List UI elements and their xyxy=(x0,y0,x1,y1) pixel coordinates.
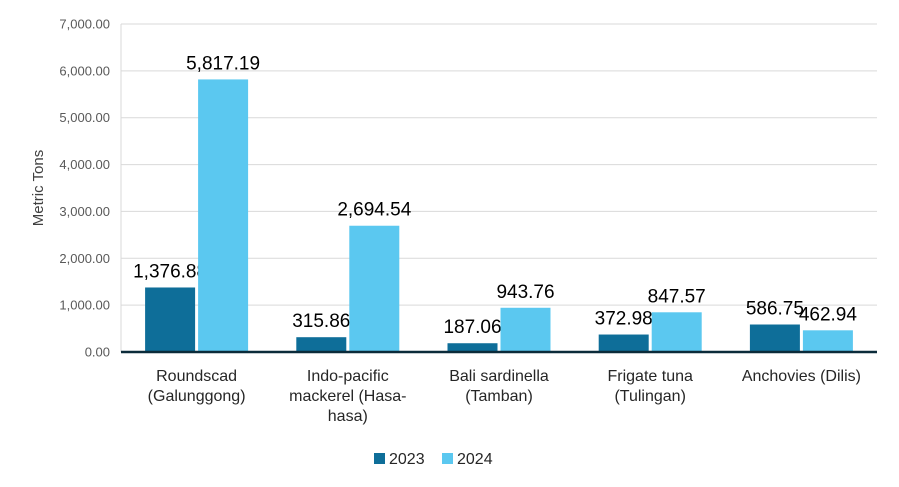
data-label: 943.76 xyxy=(496,282,554,303)
y-tick-label: 0.00 xyxy=(85,345,110,360)
legend-swatch-2024 xyxy=(442,453,453,464)
bar-2023 xyxy=(145,287,196,352)
bar-2024 xyxy=(198,79,249,352)
x-tick-label: Anchovies (Dilis) xyxy=(742,368,861,385)
legend-label: 2024 xyxy=(457,451,493,468)
legend-swatch-2023 xyxy=(374,453,385,464)
data-label: 586.75 xyxy=(746,299,804,320)
data-label: 315.86 xyxy=(292,311,350,332)
bar-2023 xyxy=(749,324,800,352)
bar-2024 xyxy=(500,307,551,352)
bar-2024 xyxy=(349,225,400,352)
x-tick-label: Roundscad (Galunggong) xyxy=(148,368,246,405)
y-tick-label: 6,000.00 xyxy=(59,63,110,78)
x-tick-label: Bali sardinella (Tamban) xyxy=(449,368,549,405)
bar-2024 xyxy=(651,312,702,352)
bar-2023 xyxy=(296,337,347,352)
data-label: 187.06 xyxy=(443,317,501,338)
y-tick-label: 2,000.00 xyxy=(59,251,110,266)
data-label: 1,376.88 xyxy=(133,261,207,282)
y-tick-label: 5,000.00 xyxy=(59,110,110,125)
y-tick-label: 1,000.00 xyxy=(59,298,110,313)
data-label: 847.57 xyxy=(648,286,706,307)
data-label: 372.98 xyxy=(595,309,653,330)
x-tick-label: Indo-pacific mackerel (Hasa-hasa) xyxy=(289,368,406,425)
y-axis-title: Metric Tons xyxy=(30,150,47,226)
legend-label: 2023 xyxy=(389,451,425,468)
bar-2023 xyxy=(598,334,649,352)
bar-2024 xyxy=(802,330,853,352)
data-label: 5,817.19 xyxy=(186,53,260,74)
data-label: 462.94 xyxy=(799,304,858,325)
bar-2023 xyxy=(447,343,498,352)
y-tick-label: 3,000.00 xyxy=(59,204,110,219)
y-tick-label: 7,000.00 xyxy=(59,17,110,32)
data-label: 2,694.54 xyxy=(337,200,411,221)
y-tick-label: 4,000.00 xyxy=(59,157,110,172)
x-tick-label: Frigate tuna (Tulingan) xyxy=(608,368,693,405)
